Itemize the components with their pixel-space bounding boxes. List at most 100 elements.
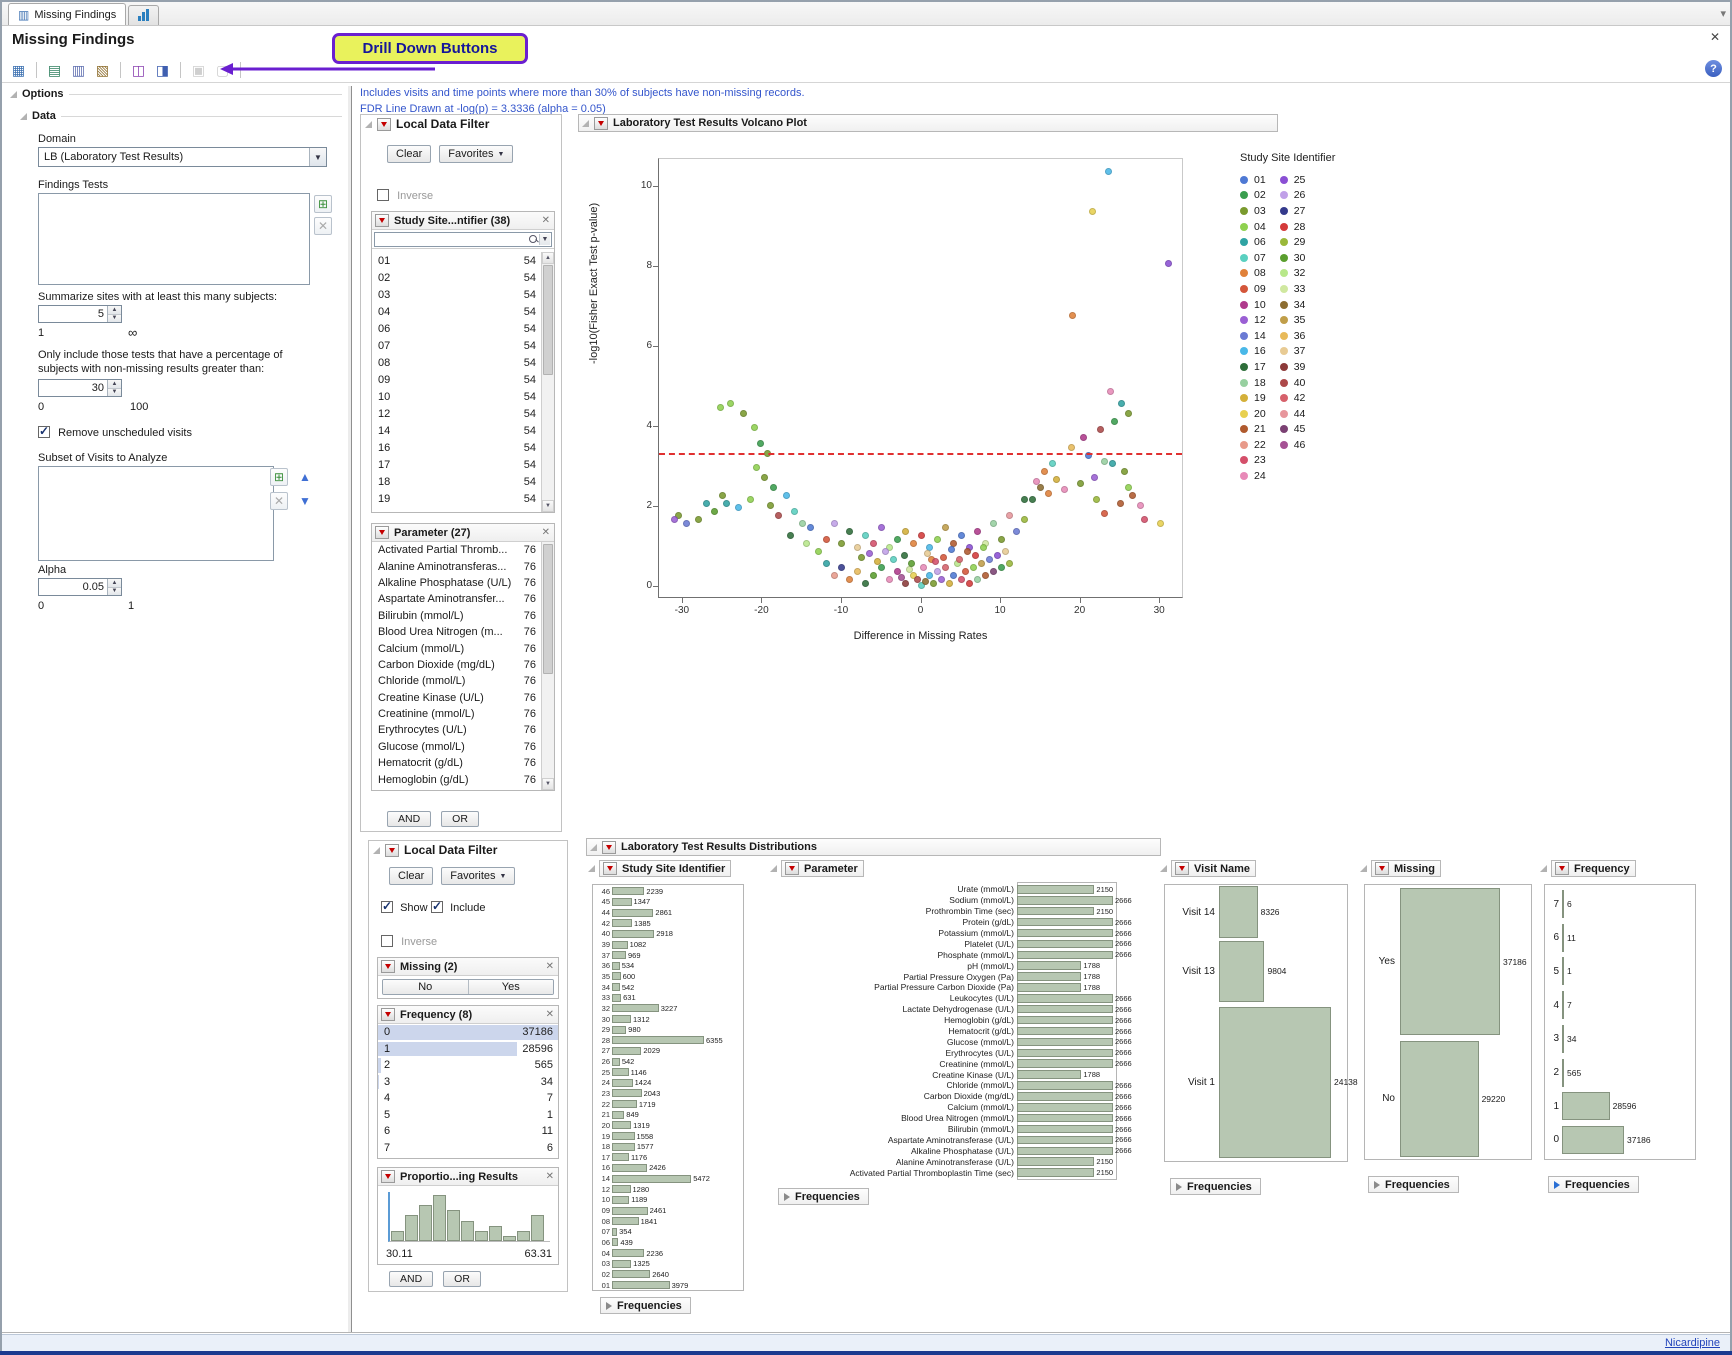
disclosure-icon[interactable] <box>365 121 372 128</box>
disclosure-icon[interactable] <box>10 91 17 98</box>
remove-unscheduled-checkbox[interactable]: Remove unscheduled visits <box>38 426 192 439</box>
red-triangle-menu-icon[interactable] <box>381 960 395 973</box>
legend-item[interactable]: 03 <box>1240 203 1266 219</box>
remove-visits-icon[interactable]: ✕ <box>270 492 288 510</box>
site-filter-row[interactable]: 0954 <box>372 371 541 388</box>
distributions-header[interactable]: Laboratory Test Results Distributions <box>586 838 1161 856</box>
legend-item[interactable]: 34 <box>1280 297 1306 313</box>
close-icon[interactable]: ✕ <box>546 1171 554 1182</box>
remove-tests-icon[interactable]: ✕ <box>314 217 332 235</box>
site-filter-row[interactable]: 1254 <box>372 405 541 422</box>
frequency-filter-header[interactable]: Frequency (8) ✕ <box>378 1006 558 1024</box>
legend-item[interactable]: 19 <box>1240 390 1266 406</box>
legend-item[interactable]: 45 <box>1280 422 1306 438</box>
red-triangle-menu-icon[interactable] <box>1175 862 1189 875</box>
legend-item[interactable]: 30 <box>1280 250 1306 266</box>
parameter-filter-row[interactable]: Bilirubin (mmol/L)76 <box>372 608 541 624</box>
site-filter-row[interactable]: 0754 <box>372 337 541 354</box>
site-filter-row[interactable]: 0854 <box>372 354 541 371</box>
site-filter-row[interactable]: 0454 <box>372 303 541 320</box>
parameter-filter-row[interactable]: Aspartate Aminotransfer...76 <box>372 591 541 607</box>
script-icon[interactable]: ◨ <box>152 60 173 81</box>
legend-item[interactable]: 25 <box>1280 172 1306 188</box>
frequency-filter-row[interactable]: 611 <box>378 1123 558 1140</box>
add-tests-icon[interactable]: ⊞ <box>314 195 332 213</box>
legend-item[interactable]: 28 <box>1280 219 1306 235</box>
red-triangle-menu-icon[interactable] <box>785 862 799 875</box>
legend-item[interactable]: 27 <box>1280 203 1306 219</box>
red-triangle-menu-icon[interactable] <box>1555 862 1569 875</box>
close-icon[interactable]: ✕ <box>542 215 550 226</box>
notes-icon[interactable]: ◫ <box>128 60 149 81</box>
add-visits-icon[interactable]: ⊞ <box>270 468 288 486</box>
summary-report-icon[interactable]: ▤ <box>44 60 65 81</box>
frequencies-button-visit[interactable]: Frequencies <box>1170 1178 1261 1195</box>
and-button[interactable]: AND <box>389 1271 433 1287</box>
summarize-input[interactable]: 5 ▲▼ <box>38 305 122 323</box>
legend-item[interactable]: 35 <box>1280 312 1306 328</box>
red-triangle-menu-icon[interactable] <box>377 118 391 131</box>
scroll-up-icon[interactable]: ▲ <box>542 252 554 264</box>
alpha-input[interactable]: 0.05 ▲▼ <box>38 578 122 596</box>
tabulate-icon[interactable]: ▥ <box>68 60 89 81</box>
frequency-filter-row[interactable]: 128596 <box>378 1041 558 1058</box>
scroll-down-icon[interactable]: ▼ <box>542 778 554 790</box>
findings-tests-listbox[interactable] <box>38 193 310 285</box>
study-link[interactable]: Nicardipine <box>1665 1337 1720 1349</box>
legend-item[interactable]: 32 <box>1280 266 1306 282</box>
parameter-filter-header[interactable]: Parameter (27) ✕ <box>372 524 554 542</box>
checkbox-unchecked-icon[interactable] <box>377 189 389 201</box>
close-icon[interactable]: ✕ <box>542 527 550 538</box>
frequencies-button-frequency[interactable]: Frequencies <box>1548 1176 1639 1193</box>
frequency-filter-row[interactable]: 47 <box>378 1090 558 1107</box>
clear-button[interactable]: Clear <box>387 145 431 163</box>
favorites-button[interactable]: Favorites▼ <box>439 145 513 163</box>
red-triangle-menu-icon[interactable] <box>1375 862 1389 875</box>
scrollbar-thumb[interactable] <box>543 544 553 674</box>
parameter-filter-row[interactable]: Erythrocytes (U/L)76 <box>372 722 541 738</box>
red-triangle-menu-icon[interactable] <box>381 1008 395 1021</box>
legend-item[interactable]: 21 <box>1240 422 1266 438</box>
close-icon[interactable]: ✕ <box>1710 30 1720 44</box>
chevron-down-icon[interactable]: ▼ <box>309 148 326 166</box>
include-checkbox[interactable]: Include <box>431 901 486 914</box>
legend-item[interactable]: 46 <box>1280 437 1306 453</box>
parameter-filter-row[interactable]: Glucose (mmol/L)76 <box>372 739 541 755</box>
parameter-filter-row[interactable]: Alkaline Phosphatase (U/L)76 <box>372 575 541 591</box>
parameter-filter-row[interactable]: Creatine Kinase (U/L)76 <box>372 690 541 706</box>
local-data-filter-header[interactable]: Local Data Filter <box>369 841 567 859</box>
spinner-buttons[interactable]: ▲▼ <box>107 380 121 396</box>
frequency-chart-header[interactable]: Frequency <box>1540 860 1636 877</box>
window-list-icon[interactable]: ▾ <box>1720 7 1726 20</box>
frequency-filter-row[interactable]: 2565 <box>378 1057 558 1074</box>
scroll-down-icon[interactable]: ▼ <box>542 500 554 512</box>
site-filter-header[interactable]: Study Site...ntifier (38) ✕ <box>372 212 554 230</box>
legend-item[interactable]: 23 <box>1240 453 1266 469</box>
red-triangle-menu-icon[interactable] <box>594 117 608 130</box>
site-filter-row[interactable]: 1754 <box>372 456 541 473</box>
scrollbar-thumb[interactable] <box>543 265 553 375</box>
proportion-histogram[interactable] <box>388 1192 550 1242</box>
legend-item[interactable]: 17 <box>1240 359 1266 375</box>
legend-item[interactable]: 14 <box>1240 328 1266 344</box>
disclosure-icon[interactable] <box>1360 865 1367 872</box>
frequency-filter-row[interactable]: 334 <box>378 1074 558 1091</box>
disclosure-icon[interactable] <box>582 120 589 127</box>
legend-item[interactable]: 40 <box>1280 375 1306 391</box>
parameter-chart-header[interactable]: Parameter <box>770 860 864 877</box>
parameter-filter-row[interactable]: Activated Partial Thromb...76 <box>372 542 541 558</box>
parameter-filter-row[interactable]: Hematocrit (g/dL)76 <box>372 755 541 771</box>
legend-item[interactable]: 20 <box>1240 406 1266 422</box>
frequency-filter-row[interactable]: 037186 <box>378 1024 558 1041</box>
frequencies-button-missing[interactable]: Frequencies <box>1368 1176 1459 1193</box>
checkbox-unchecked-icon[interactable] <box>381 935 393 947</box>
help-icon[interactable]: ? <box>1705 60 1722 77</box>
legend-item[interactable]: 01 <box>1240 172 1266 188</box>
parameter-filter-row[interactable]: Chloride (mmol/L)76 <box>372 673 541 689</box>
parameter-filter-row[interactable]: Calcium (mmol/L)76 <box>372 640 541 656</box>
frequency-filter-row[interactable]: 51 <box>378 1107 558 1124</box>
legend-item[interactable]: 39 <box>1280 359 1306 375</box>
options-header[interactable]: Options <box>10 88 342 100</box>
red-triangle-menu-icon[interactable] <box>375 214 389 227</box>
missing-yes-button[interactable]: Yes <box>469 980 554 994</box>
